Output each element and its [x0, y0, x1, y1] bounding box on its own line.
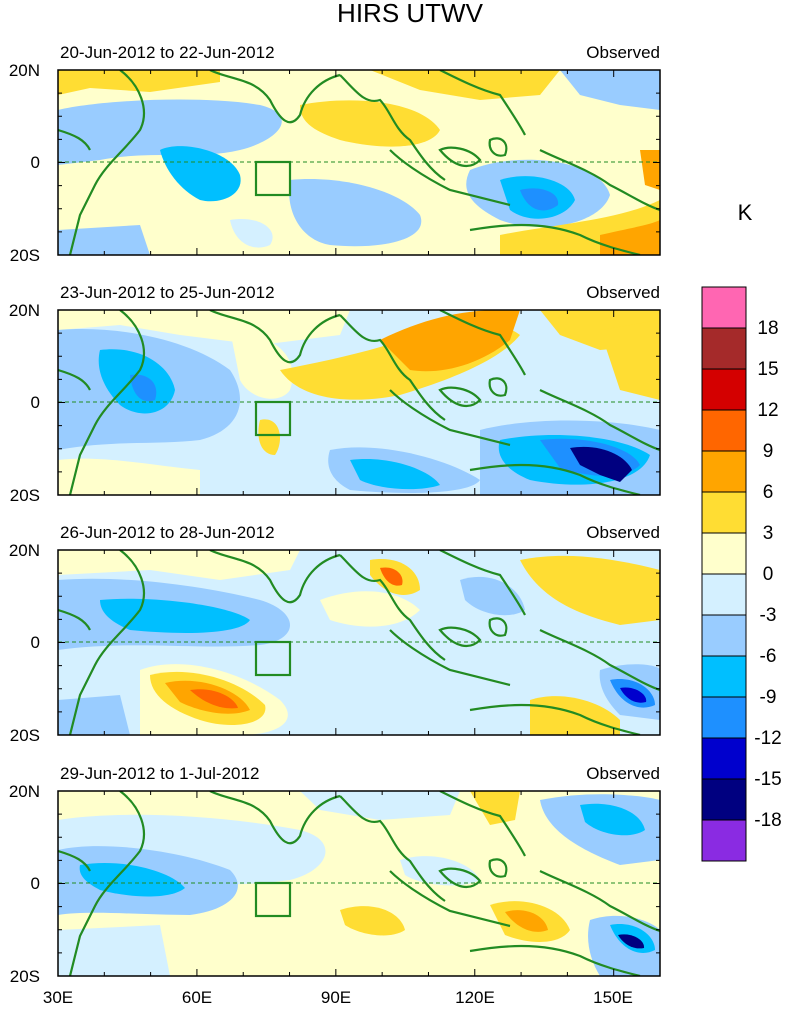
- target-box: [254, 160, 292, 197]
- lat-label-0: 0: [31, 633, 40, 652]
- colorbar-label: 12: [757, 400, 778, 421]
- lon-label-150e: 150E: [593, 988, 633, 1007]
- colorbar-label: 15: [757, 359, 778, 380]
- colorbar-swatch: [701, 286, 747, 329]
- colorbar-swatch: [701, 409, 747, 452]
- lon-label-90e: 90E: [321, 988, 351, 1007]
- colorbar-swatch: [701, 532, 747, 575]
- lat-label-20s: 20S: [10, 726, 40, 745]
- lon-axis-labels: 30E 60E 90E 120E 150E: [43, 988, 633, 1007]
- lon-label-60e: 60E: [182, 988, 212, 1007]
- map-panel-4: 29-Jun-2012 to 1-Jul-2012 Observed: [9, 764, 661, 986]
- colorbar-swatch: [701, 737, 747, 780]
- panel-label: Observed: [586, 764, 660, 783]
- panel-label: Observed: [586, 523, 660, 542]
- lat-label-20s: 20S: [10, 486, 40, 505]
- target-box: [254, 881, 292, 918]
- colorbar-swatch: [701, 368, 747, 411]
- lon-label-30e: 30E: [43, 988, 73, 1007]
- tick-marks: [57, 549, 661, 736]
- tick-marks: [57, 790, 661, 977]
- colorbar-swatch: [701, 819, 747, 862]
- tick-marks: [57, 309, 661, 496]
- tick-marks: [57, 69, 661, 256]
- colorbar-label: -3: [760, 605, 777, 626]
- contour-field: [58, 310, 660, 495]
- colorbar-swatch: [701, 778, 747, 821]
- lat-label-20n: 20N: [9, 782, 40, 801]
- lat-label-0: 0: [31, 393, 40, 412]
- coastlines: [58, 70, 660, 255]
- contour-field: [58, 70, 660, 255]
- colorbar-label: 3: [763, 523, 774, 544]
- figure-title: HIRS UTWV: [337, 0, 484, 28]
- panel-label: Observed: [586, 43, 660, 62]
- colorbar-swatch: [701, 655, 747, 698]
- colorbar-label: 0: [763, 564, 774, 585]
- lat-label-20s: 20S: [10, 967, 40, 986]
- colorbar: 18 15 12 9 6 3 0 -3 -6 -9 -12 -15 -18: [701, 286, 782, 862]
- map-panel-1: 20-Jun-2012 to 22-Jun-2012 Observed: [9, 43, 661, 265]
- panel-date-range: 26-Jun-2012 to 28-Jun-2012: [60, 523, 275, 542]
- colorbar-swatch: [701, 696, 747, 739]
- target-box: [254, 400, 292, 437]
- map-panel-3: 26-Jun-2012 to 28-Jun-2012 Observed: [9, 523, 661, 745]
- colorbar-label: -6: [760, 646, 777, 667]
- lon-label-120e: 120E: [455, 988, 495, 1007]
- lat-label-0: 0: [31, 153, 40, 172]
- panel-date-range: 20-Jun-2012 to 22-Jun-2012: [60, 43, 275, 62]
- lat-label-20s: 20S: [10, 246, 40, 265]
- lat-label-20n: 20N: [9, 301, 40, 320]
- map-panel-2: 23-Jun-2012 to 25-Jun-2012 Observed: [9, 283, 661, 505]
- colorbar-label: -15: [754, 769, 781, 790]
- panel-label: Observed: [586, 283, 660, 302]
- colorbar-swatch: [701, 614, 747, 657]
- colorbar-label: 18: [757, 318, 778, 339]
- colorbar-label: 9: [763, 441, 774, 462]
- colorbar-unit-label: K: [738, 200, 753, 225]
- colorbar-label: 6: [763, 482, 774, 503]
- lat-label-20n: 20N: [9, 541, 40, 560]
- lat-label-20n: 20N: [9, 61, 40, 80]
- colorbar-label: -12: [754, 728, 781, 749]
- colorbar-swatch: [701, 450, 747, 493]
- lat-label-0: 0: [31, 874, 40, 893]
- panel-date-range: 29-Jun-2012 to 1-Jul-2012: [60, 764, 259, 783]
- colorbar-label: -9: [760, 687, 777, 708]
- colorbar-swatch: [701, 327, 747, 370]
- coastlines: [58, 791, 660, 976]
- target-box: [254, 640, 292, 677]
- panel-date-range: 23-Jun-2012 to 25-Jun-2012: [60, 283, 275, 302]
- colorbar-swatch: [701, 573, 747, 616]
- coastlines: [58, 310, 660, 495]
- colorbar-swatch: [701, 491, 747, 534]
- colorbar-label: -18: [754, 810, 781, 831]
